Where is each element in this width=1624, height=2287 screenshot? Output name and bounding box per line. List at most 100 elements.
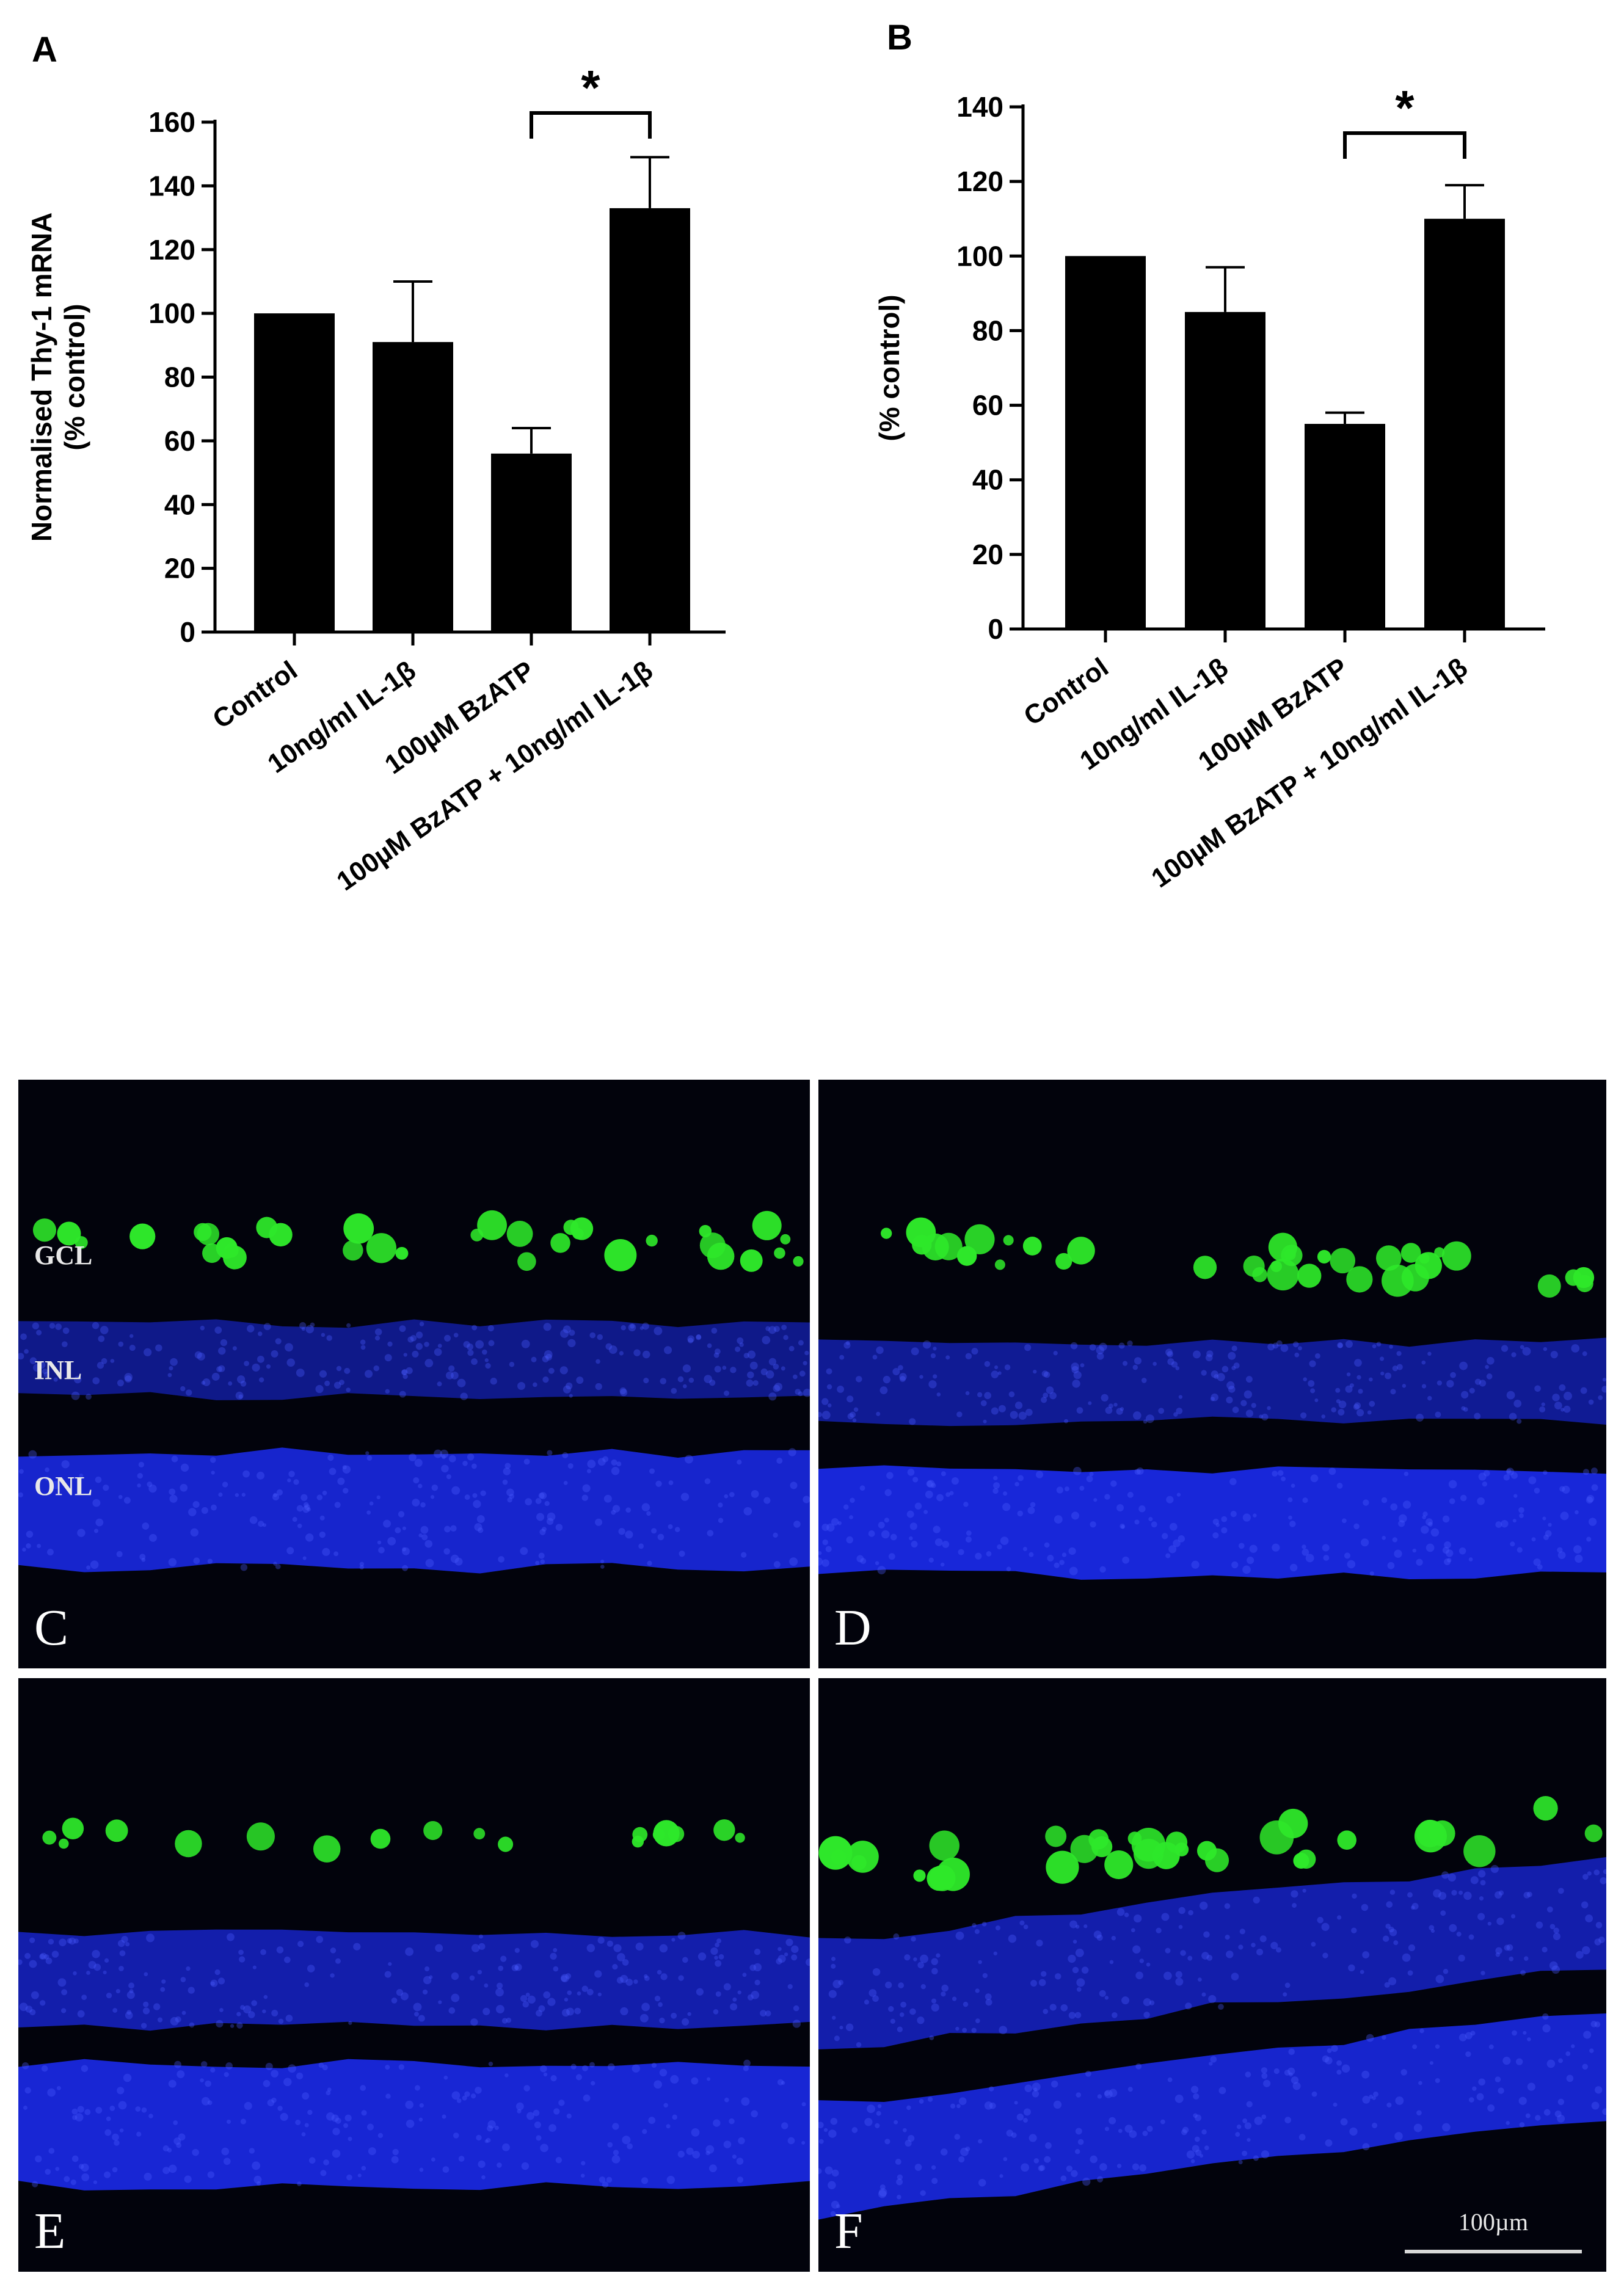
nucleus-speckle (425, 1558, 434, 1568)
nucleus-speckle (718, 1954, 724, 1960)
nucleus-speckle (1382, 1935, 1389, 1942)
nucleus-speckle (236, 2012, 241, 2016)
nucleus-speckle (71, 2108, 78, 2115)
nucleus-speckle (1433, 1889, 1441, 1898)
nucleus-speckle (487, 2125, 493, 2132)
nucleus-speckle (201, 1507, 208, 1514)
nucleus-speckle (434, 1348, 442, 1356)
nucleus-speckle (1553, 1927, 1559, 1934)
chart-b-ytick-label-140: 140 (956, 91, 1003, 123)
nucleus-speckle (178, 2133, 186, 2141)
nucleus-speckle (555, 1524, 563, 1531)
thy1-cell (1003, 1235, 1014, 1246)
nucleus-speckle (431, 1484, 439, 1491)
nucleus-speckle (1178, 1907, 1185, 1914)
nucleus-speckle (78, 2164, 84, 2169)
nucleus-speckle (818, 1551, 822, 1555)
nucleus-speckle (838, 1979, 843, 1985)
nucleus-speckle (1309, 1360, 1316, 1367)
layer-label-onl: ONL (34, 1471, 93, 1501)
nucleus-speckle (696, 1988, 704, 1996)
nucleus-speckle (451, 1486, 461, 1495)
nucleus-speckle (1435, 1411, 1441, 1418)
nucleus-speckle (514, 1947, 520, 1953)
nucleus-speckle (1029, 2134, 1037, 2142)
nucleus-speckle (668, 1480, 674, 1485)
nucleus-speckle (454, 1557, 463, 1566)
nucleus-speckle (1099, 1566, 1106, 1573)
nucleus-speckle (104, 2129, 112, 2136)
nucleus-speckle (287, 1478, 291, 1483)
nucleus-speckle (228, 1381, 233, 1386)
nucleus-speckle (620, 1974, 628, 1983)
nucleus-speckle (905, 2139, 912, 2147)
nucleus-speckle (566, 2114, 572, 2119)
nucleus-speckle (360, 2085, 366, 2091)
nucleus-speckle (704, 1375, 712, 1383)
nucleus-speckle (1168, 1545, 1177, 1554)
nucleus-speckle (1504, 1944, 1510, 1951)
nuclear-layer-band (18, 1447, 810, 1574)
nucleus-speckle (1487, 1357, 1495, 1365)
nucleus-speckle (1575, 1510, 1579, 1514)
nucleus-speckle (86, 1394, 92, 1400)
nucleus-speckle (1291, 2076, 1299, 2084)
nucleus-speckle (1169, 1522, 1178, 1531)
nucleus-speckle (533, 2109, 540, 2117)
nucleus-speckle (716, 1938, 722, 1944)
nucleus-speckle (1349, 2127, 1358, 2136)
nucleus-speckle (736, 2158, 744, 2165)
nucleus-speckle (1361, 2070, 1370, 2079)
nucleus-speckle (1253, 2155, 1259, 2161)
nucleus-speckle (1422, 1511, 1428, 1517)
nucleus-speckle (729, 1492, 735, 1497)
nucleus-speckle (1231, 1972, 1239, 1981)
nucleus-speckle (582, 2065, 588, 2071)
nucleus-speckle (509, 1362, 515, 1367)
nucleus-speckle (1203, 1931, 1210, 1938)
nucleus-speckle (464, 1494, 470, 1500)
nucleus-speckle (666, 2175, 675, 2184)
nucleus-speckle (1385, 1924, 1391, 1929)
nucleus-speckle (897, 2194, 901, 2200)
nucleus-speckle (327, 2087, 332, 2092)
thy1-cell (370, 1828, 391, 1849)
nucleus-speckle (1358, 1389, 1363, 1394)
nucleus-speckle (1416, 1414, 1424, 1422)
nucleus-speckle (1116, 1504, 1124, 1512)
nucleus-speckle (1495, 1521, 1502, 1528)
nucleus-speckle (1435, 1974, 1444, 1983)
nucleus-speckle (1341, 2064, 1350, 2073)
nucleus-speckle (471, 1358, 478, 1365)
nucleus-speckle (1413, 2123, 1422, 2132)
nucleus-speckle (420, 1525, 429, 1534)
nucleus-speckle (1450, 1372, 1456, 1378)
nucleus-speckle (1173, 1539, 1181, 1547)
nucleus-speckle (642, 1350, 650, 1359)
nucleus-speckle (1582, 1874, 1589, 1880)
nucleus-speckle (81, 1994, 87, 2001)
nucleus-speckle (1411, 1902, 1419, 1910)
nucleus-speckle (540, 1559, 545, 1565)
nucleus-speckle (460, 1392, 468, 1400)
nucleus-speckle (569, 1394, 573, 1398)
nucleus-speckle (29, 2009, 36, 2016)
nucleus-speckle (405, 2100, 413, 2109)
micrograph-letter-e: E (34, 2203, 66, 2260)
nucleus-speckle (1495, 1891, 1502, 1899)
nucleus-speckle (998, 1405, 1006, 1413)
nucleus-speckle (280, 2112, 288, 2122)
thy1-cell (42, 1830, 57, 1845)
nucleus-speckle (412, 1499, 420, 1507)
nucleus-speckle (595, 1359, 600, 1364)
nucleus-speckle (1503, 1474, 1510, 1481)
nuclear-layer-band (818, 2013, 1606, 2220)
nucleus-speckle (1049, 2004, 1057, 2011)
nucleus-speckle (202, 1378, 211, 1386)
nucleus-speckle (101, 1358, 107, 1364)
nucleus-speckle (48, 1938, 54, 1945)
nucleus-speckle (1386, 2102, 1392, 2108)
nucleus-speckle (911, 1541, 918, 1548)
nucleus-speckle (55, 1323, 62, 1330)
nucleus-speckle (1014, 1482, 1019, 1487)
